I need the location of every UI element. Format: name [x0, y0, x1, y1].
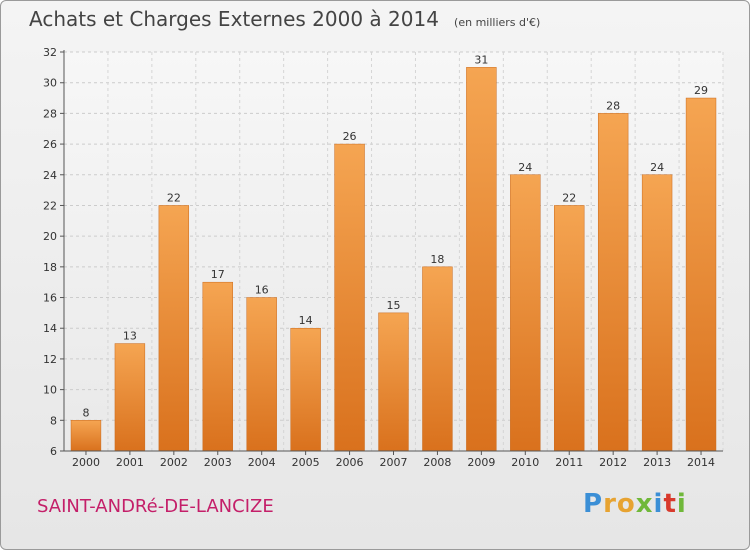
x-tick-label: 2007 [380, 456, 408, 469]
x-tick-label: 2014 [687, 456, 715, 469]
bar-value-label: 26 [343, 130, 357, 143]
bar [597, 113, 629, 452]
axes: 6 8 10 12 14 16 18 20 22 24 26 28 30 32 2000 2001 2002 20… [43, 46, 723, 469]
bar-value-label: 22 [167, 191, 181, 204]
y-tick-label: 24 [43, 169, 57, 182]
bar-value-label: 24 [518, 161, 532, 174]
x-tick-label: 2010 [511, 456, 539, 469]
bar-value-label: 17 [211, 268, 225, 281]
x-tick-label: 2013 [643, 456, 671, 469]
bar [334, 143, 365, 452]
bar [378, 312, 409, 452]
x-tick-label: 2011 [555, 456, 583, 469]
y-tick-label: 6 [50, 445, 57, 458]
chart-unit: (en milliers d'€) [454, 16, 541, 29]
y-tick-label: 10 [43, 384, 57, 397]
bar [290, 327, 321, 452]
x-tick-label: 2002 [160, 456, 188, 469]
y-tick-label: 22 [43, 199, 57, 212]
x-tick-label: 2012 [599, 456, 627, 469]
y-tick-label: 26 [43, 138, 57, 151]
y-tick-label: 20 [43, 230, 57, 243]
y-tick-label: 12 [43, 353, 57, 366]
chart-title: Achats et Charges Externes 2000 à 2014 (… [29, 7, 540, 31]
logo-letter: o [616, 489, 636, 519]
commune-name: SAINT-ANDRé-DE-LANCIZE [37, 496, 274, 517]
y-tick-label: 14 [43, 322, 57, 335]
x-tick-label: 2008 [423, 456, 451, 469]
x-tick-label: 2001 [116, 456, 144, 469]
y-tick-label: 16 [43, 292, 57, 305]
x-tick-label: 2004 [248, 456, 276, 469]
bar [466, 67, 497, 452]
logo-letter: t [663, 489, 677, 519]
bar [202, 281, 233, 452]
bar [422, 266, 453, 452]
y-tick-label: 8 [50, 414, 57, 427]
y-tick-label: 30 [43, 77, 57, 90]
bar-value-label: 29 [694, 84, 708, 97]
bar-value-label: 18 [430, 253, 444, 266]
x-tick-label: 2009 [467, 456, 495, 469]
x-tick-label: 2000 [72, 456, 100, 469]
bar [158, 205, 190, 452]
logo-letter: i [653, 489, 664, 519]
logo-letter: r [603, 489, 617, 519]
bar [554, 205, 585, 452]
x-tick-label: 2006 [336, 456, 364, 469]
bar [246, 297, 277, 452]
x-tick-label: 2005 [292, 456, 320, 469]
bar [685, 97, 717, 452]
bar [70, 420, 102, 452]
bar-value-label: 31 [474, 53, 488, 66]
bar-value-label: 15 [387, 299, 401, 312]
bar-value-label: 24 [650, 161, 664, 174]
y-tick-label: 28 [43, 107, 57, 120]
logo-letter: i [676, 489, 687, 519]
logo-letter: x [635, 489, 654, 519]
bar-value-label: 13 [123, 330, 137, 343]
logo-letter: P [583, 489, 604, 519]
x-tick-label: 2003 [204, 456, 232, 469]
bar-value-label: 22 [562, 191, 576, 204]
bar-value-label: 28 [606, 99, 620, 112]
bar [114, 343, 146, 452]
bar-value-label: 16 [255, 284, 269, 297]
y-tick-label: 18 [43, 261, 57, 274]
y-tick-label: 32 [43, 46, 57, 59]
bar [510, 174, 541, 452]
bar-value-label: 14 [299, 314, 313, 327]
bar [641, 174, 673, 452]
bars: 8 13 22 17 16 14 26 15 18 31 24 22 28 24 29 [70, 53, 717, 452]
proxiti-logo[interactable]: Proxiti [583, 489, 687, 519]
bar-value-label: 8 [82, 406, 89, 419]
chart-title-text: Achats et Charges Externes 2000 à 2014 [29, 7, 439, 31]
